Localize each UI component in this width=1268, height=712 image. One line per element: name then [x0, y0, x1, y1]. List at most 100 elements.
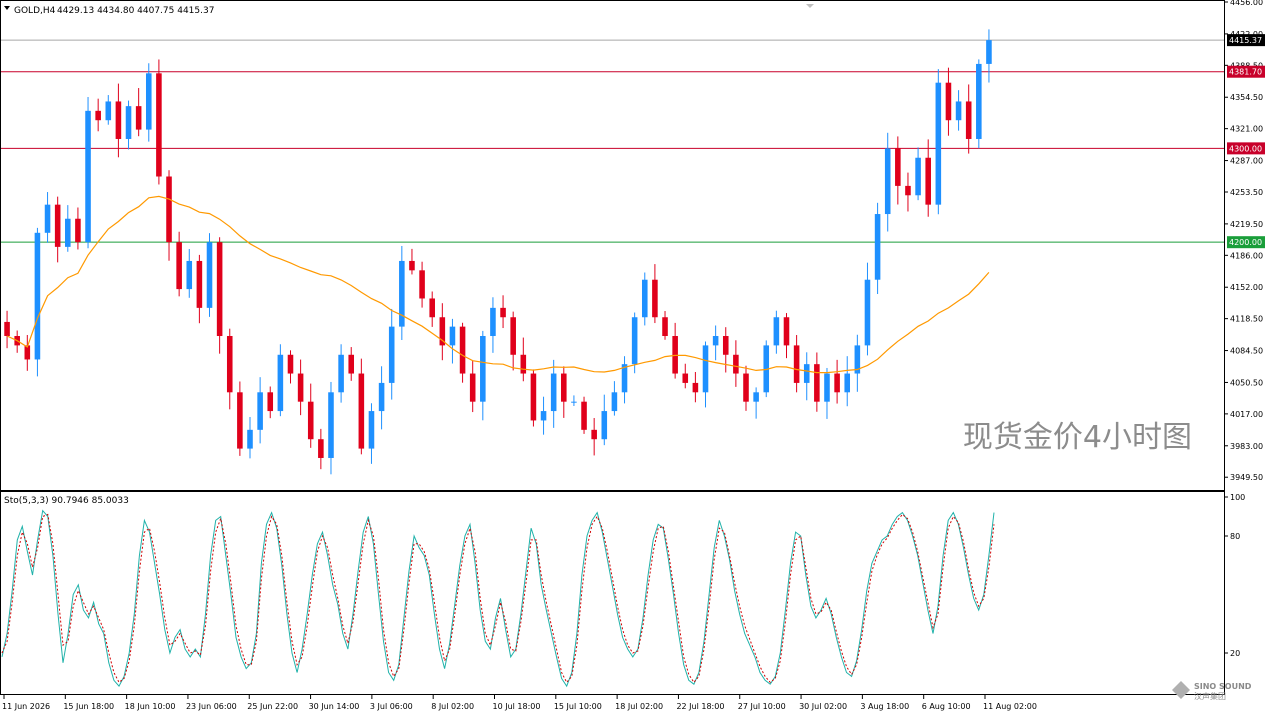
candle [297, 359, 304, 416]
candle-body [307, 401, 314, 440]
candle [712, 325, 719, 361]
candle-body [844, 373, 851, 393]
candle-body [743, 373, 749, 402]
stochastic-signal-line [1, 513, 995, 684]
candle [540, 396, 547, 435]
stoch-tick-label: 80 [1230, 532, 1240, 541]
candle-body [44, 204, 51, 233]
candle [358, 358, 365, 455]
candle [571, 395, 577, 406]
candle [955, 90, 962, 131]
time-tick-label: 11 Jun 2026 [2, 702, 50, 711]
candle [307, 383, 314, 448]
time-axis[interactable]: 11 Jun 2026 15 Jun 18:00 18 Jun 10:00 23 Ju… [2, 695, 1037, 711]
candle-body [65, 218, 71, 247]
candle-body [328, 392, 334, 458]
candle [439, 303, 446, 361]
candle [287, 350, 294, 384]
candle [105, 95, 112, 125]
candle-body [986, 40, 992, 64]
candle [186, 248, 193, 298]
time-tick-label: 30 Jun 14:00 [309, 702, 360, 711]
price-tick-label: 4287.00 [1230, 157, 1263, 166]
candle [783, 313, 790, 359]
candle-body [145, 73, 152, 130]
price-tick-label: 3949.50 [1230, 473, 1263, 482]
candle-body [773, 317, 780, 346]
price-tick-label: 4050.50 [1230, 378, 1263, 387]
candle-body [166, 176, 172, 243]
candle [854, 334, 861, 392]
candle [449, 318, 456, 364]
level-label-current: 4415.37 [1229, 36, 1262, 45]
candle [145, 63, 152, 142]
candle-body [611, 392, 618, 412]
time-tick-label: 27 Jul 10:00 [738, 702, 786, 711]
candle-body [297, 373, 304, 402]
candle [793, 335, 800, 393]
candle [216, 237, 223, 354]
candle [328, 381, 334, 475]
candle-body [803, 364, 810, 383]
logo-line-1: SINO SOUND [1194, 682, 1252, 691]
candle [652, 264, 658, 324]
candle-body [4, 321, 10, 337]
candle-body [935, 82, 942, 205]
candle [530, 369, 537, 427]
level-label-box [1227, 236, 1265, 249]
candle-body [156, 73, 162, 177]
candle-body [24, 345, 31, 360]
candle-body [237, 392, 243, 449]
candle [95, 98, 101, 132]
candle-body [834, 373, 840, 393]
candle [692, 371, 699, 403]
symbol-dropdown-icon[interactable] [4, 6, 10, 10]
price-tick-label: 4456.00 [1230, 0, 1263, 7]
candle [135, 88, 142, 137]
candle [945, 67, 952, 136]
candle-body [652, 279, 658, 318]
candle-body [662, 317, 668, 337]
time-tick-label: 22 Jul 18:00 [676, 702, 724, 711]
candle [803, 352, 810, 401]
candle [510, 311, 516, 371]
candle [621, 356, 628, 404]
candlestick-series [4, 29, 992, 475]
candle-body [480, 336, 486, 402]
candle-body [490, 307, 496, 337]
candle-body [176, 242, 182, 290]
candle-body [358, 373, 365, 449]
candle [388, 308, 395, 400]
candle [601, 394, 608, 446]
candle [763, 340, 770, 398]
level-price-labels: 4415.37 4381.70 4300.00 4200.00 [1227, 34, 1265, 249]
candle [368, 403, 375, 464]
candle-body [510, 317, 516, 355]
candle-body [864, 279, 871, 346]
symbol-label[interactable]: GOLD,H4 [14, 6, 56, 16]
candle-body [226, 336, 233, 393]
candle-body [814, 364, 820, 402]
candle-body [34, 232, 41, 360]
level-lines [1, 39, 1224, 243]
candle [34, 227, 41, 377]
candle-body [419, 270, 425, 299]
candle-body [915, 157, 921, 196]
candle-body [287, 354, 294, 374]
candle-body [601, 411, 608, 440]
collapse-arrow-icon[interactable] [806, 4, 814, 8]
price-tick-label: 4186.00 [1230, 251, 1263, 260]
candle-body [672, 336, 678, 374]
candle-body [702, 345, 709, 393]
level-label-box [1227, 34, 1265, 47]
candle [206, 233, 213, 317]
candle [399, 245, 405, 340]
stochastic-pane-frame [0, 491, 1225, 695]
candle-body [854, 345, 861, 374]
time-tick-label: 8 Jul 02:00 [431, 702, 474, 711]
candle-body [722, 336, 729, 355]
candle [85, 96, 91, 249]
candle-body [550, 373, 557, 412]
candle [176, 231, 182, 297]
